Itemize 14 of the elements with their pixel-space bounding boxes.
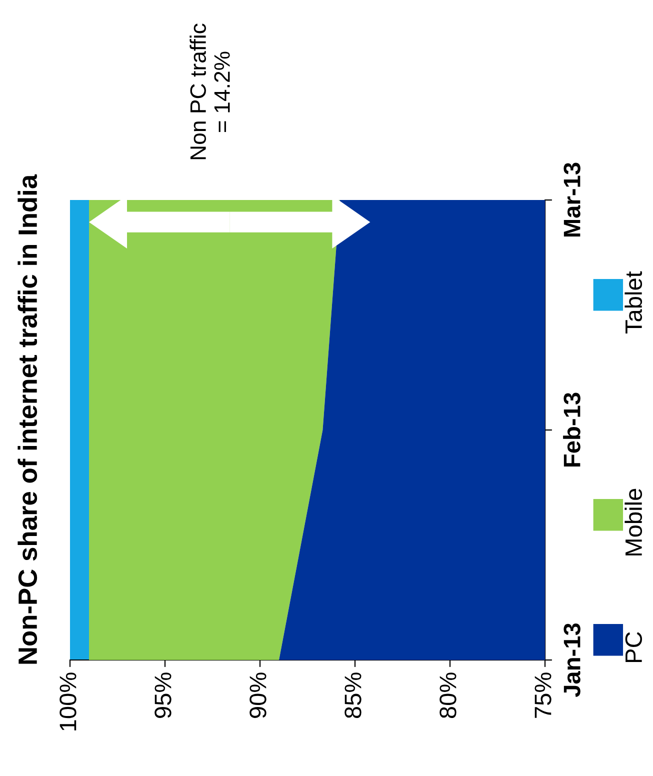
text: Non-PC share of internet traffic in India xyxy=(18,174,38,664)
x-tick-label: 95% xyxy=(154,672,172,718)
legend-label: Mobile xyxy=(624,488,642,556)
y-tick-label: Feb-13 xyxy=(563,392,580,466)
x-tick-label: 75% xyxy=(534,672,552,718)
x-tick-label: 80% xyxy=(440,672,456,718)
y-tick-label: Jan-13 xyxy=(564,623,580,698)
y-tick-label: Mar-13 xyxy=(564,162,580,236)
x-tick-label: 85% xyxy=(344,672,362,718)
text: Non PC traffic = 14.2% xyxy=(190,24,230,160)
x-tick-label: 100% xyxy=(60,672,76,730)
legend-label: Tablet xyxy=(624,271,642,334)
x-tick-label: 90% xyxy=(250,672,266,718)
legend-label: PC xyxy=(625,632,642,662)
